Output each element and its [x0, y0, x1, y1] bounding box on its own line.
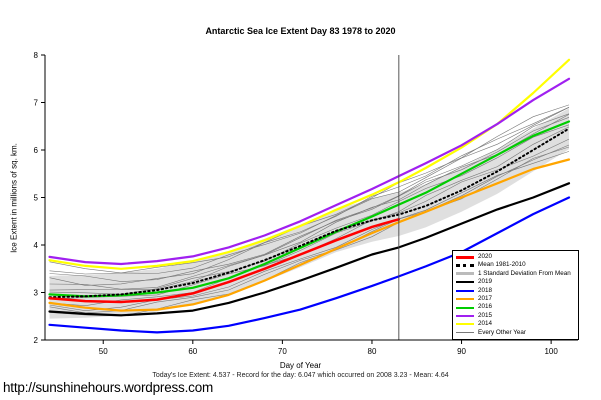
legend-line-sample [456, 264, 474, 268]
legend-line-sample [456, 332, 474, 334]
series-line-2016 [48, 120, 571, 298]
legend-line-sample [456, 306, 474, 309]
series-line-2015 [48, 77, 571, 266]
legend-label: 2014 [478, 320, 493, 328]
y-tick-label: 7 [34, 99, 39, 108]
legend-line-sample [456, 298, 474, 301]
x-tick-label: 100 [544, 347, 558, 356]
site-url-link[interactable]: http://sunshinehours.wordpress.com [3, 380, 214, 395]
legend-item: 2017 [456, 295, 575, 303]
legend-label: 2019 [478, 278, 493, 286]
legend-item: 2019 [456, 278, 575, 286]
stddev-band [49, 108, 569, 319]
x-tick-label: 70 [278, 347, 287, 356]
legend-line-sample [456, 272, 474, 276]
legend-label: Every Other Year [478, 328, 526, 336]
x-axis-label: Day of Year [279, 361, 322, 370]
y-tick-label: 5 [34, 194, 39, 203]
stats-caption: Today's Ice Extent: 4.537 - Record for t… [152, 372, 449, 379]
x-tick-label: 80 [368, 347, 377, 356]
legend-label: Mean 1981-2010 [478, 261, 526, 269]
background-year-line [49, 151, 570, 312]
x-tick-label: 60 [188, 347, 197, 356]
legend-line-sample [456, 281, 474, 284]
background-year-line [49, 113, 570, 290]
legend-label: 2017 [478, 295, 493, 302]
legend-line-sample [456, 289, 474, 292]
background-year-line [49, 126, 570, 300]
x-tick-label: 50 [99, 347, 108, 356]
y-tick-label: 3 [34, 289, 39, 298]
series-line-2019 [48, 182, 571, 317]
legend-label: 2016 [478, 303, 493, 311]
legend: 2020 Mean 1981-2010 1 Standard Deviation F… [452, 250, 579, 340]
y-tick-label: 6 [34, 146, 39, 155]
legend-item: 2015 [456, 312, 575, 320]
legend-line-sample [456, 323, 474, 326]
series-line-Mean 1981-2010 [48, 127, 570, 299]
series-line-2020 [48, 218, 401, 304]
y-tick-label: 8 [34, 51, 39, 60]
chart-title: Antarctic Sea Ice Extent Day 83 1978 to … [205, 26, 396, 36]
legend-label: 2015 [478, 311, 493, 319]
legend-item: 2020 [456, 253, 575, 261]
legend-line-sample [456, 255, 474, 259]
legend-item: 2018 [456, 287, 575, 295]
background-year-line [49, 114, 570, 291]
legend-item: 2014 [456, 320, 575, 328]
legend-label: 1 Standard Deviation From Mean [478, 269, 571, 277]
series-line-2018 [48, 196, 571, 334]
legend-label: 2020 [478, 253, 493, 261]
y-tick-label: 4 [34, 241, 39, 250]
legend-line-sample [456, 314, 474, 317]
legend-item: 2016 [456, 303, 575, 311]
background-year-line [49, 144, 570, 314]
y-axis-label: Ice Extent in millions of sq. km. [9, 143, 19, 253]
legend-item: 1 Standard Deviation From Mean [456, 270, 575, 278]
legend-item: Every Other Year [456, 329, 575, 337]
y-tick-label: 2 [34, 336, 39, 345]
background-year-line [49, 104, 570, 274]
legend-item: Mean 1981-2010 [456, 261, 575, 269]
background-year-line [49, 107, 570, 275]
x-tick-label: 90 [457, 347, 466, 356]
legend-label: 2018 [478, 286, 493, 294]
series-line-2017 [48, 158, 571, 312]
